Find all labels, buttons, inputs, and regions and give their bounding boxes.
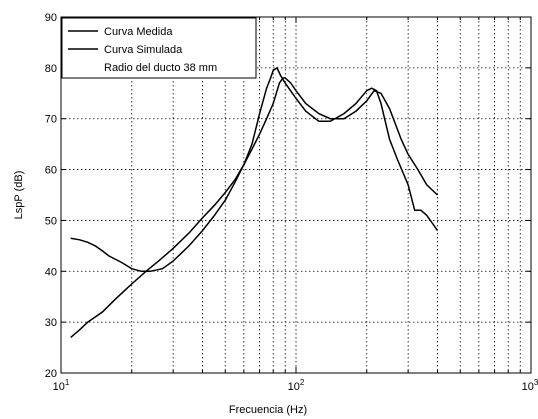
y-tick-label: 30 — [45, 317, 57, 329]
x-tick-label: 102 — [288, 378, 305, 393]
x-tick-base: 10 — [53, 381, 65, 393]
x-tick-exponent: 3 — [534, 378, 538, 387]
x-tick-exponent: 2 — [300, 378, 305, 387]
y-tick-label: 70 — [45, 114, 57, 126]
x-tick-labels: 101 102 103 — [53, 378, 538, 393]
legend-label-radio-ducto: Radio del ducto 38 mm — [104, 62, 217, 74]
legend-box — [61, 17, 257, 79]
legend: Curva Medida Curva Simulada Radio del du… — [61, 17, 257, 79]
y-tick-label: 50 — [45, 215, 57, 227]
legend-label-curva-simulada: Curva Simulada — [104, 44, 183, 56]
grid-lines — [61, 17, 531, 373]
y-tick-label: 40 — [45, 266, 57, 278]
x-axis-title: Frecuencia (Hz) — [229, 404, 307, 416]
x-tick-base: 10 — [288, 381, 300, 393]
y-tick-labels: 20 30 40 50 60 70 80 90 — [45, 12, 57, 380]
x-tick-label: 103 — [522, 378, 538, 393]
y-tick-label: 80 — [45, 63, 57, 75]
x-tick-base: 10 — [522, 381, 534, 393]
series-layer — [70, 66, 439, 338]
series-line-curva-medida — [70, 66, 439, 273]
y-tick-label: 60 — [45, 165, 57, 177]
series-line-curva-simulada — [70, 77, 439, 338]
y-tick-label: 90 — [45, 12, 57, 24]
legend-label-curva-medida: Curva Medida — [104, 26, 173, 38]
x-tick-label: 101 — [53, 378, 70, 393]
x-tick-exponent: 1 — [65, 378, 70, 387]
y-axis-title: LspP (dB) — [13, 171, 25, 220]
y-tick-label: 20 — [45, 368, 57, 380]
